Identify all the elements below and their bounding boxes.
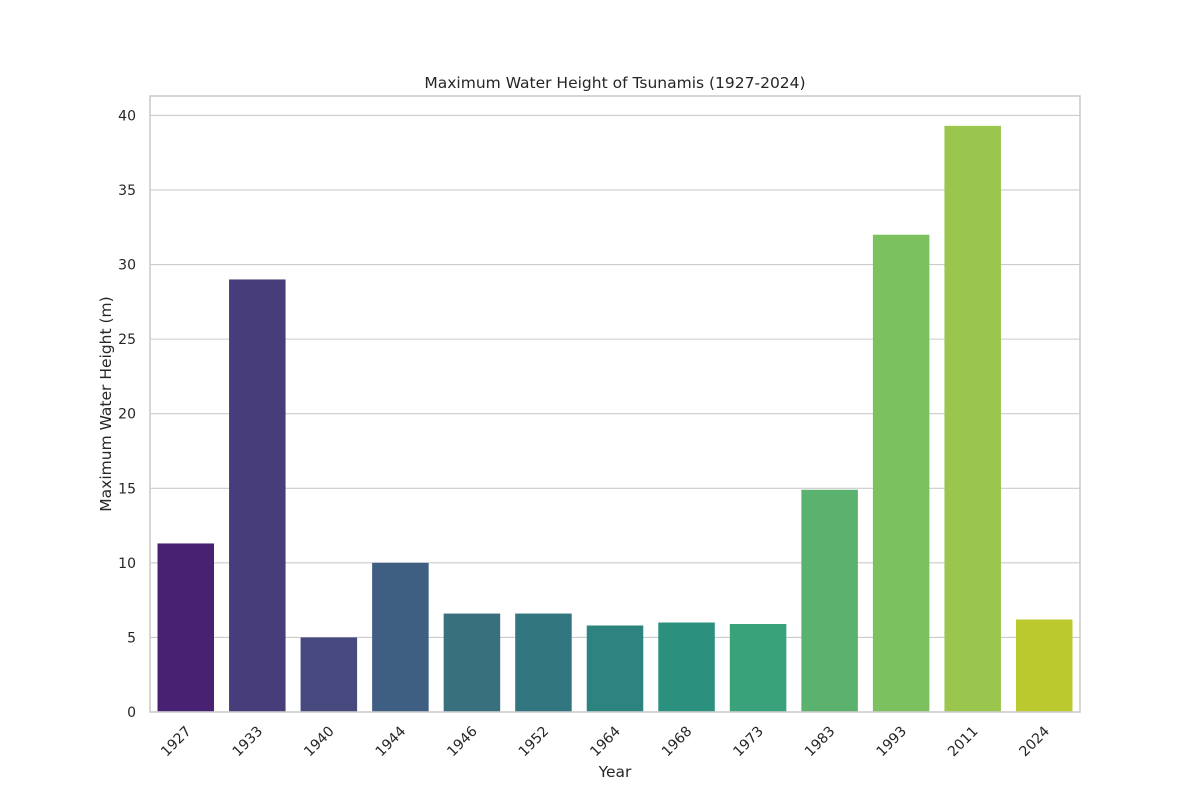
x-tick-label: 1946: [444, 723, 481, 760]
y-axis-title: Maximum Water Height (m): [97, 296, 115, 511]
x-tick-label: 1952: [516, 724, 553, 761]
bar-1933: [229, 279, 286, 712]
x-tick-label: 2024: [1017, 723, 1054, 760]
x-tick-label: 1973: [730, 724, 767, 761]
y-tick-label: 10: [118, 556, 136, 572]
bar-1952: [515, 613, 572, 712]
x-tick-label: 1933: [230, 724, 267, 761]
y-tick-label: 15: [118, 481, 136, 497]
y-tick-label: 0: [127, 705, 136, 721]
x-tick-labels: 1927 1933 1940 1944 1946 1952 1964 1968 1973 1983…: [158, 723, 1053, 760]
y-tick-label: 20: [118, 407, 136, 423]
chart-title: Maximum Water Height of Tsunamis (1927-2…: [424, 74, 805, 92]
y-tick-label: 5: [127, 630, 136, 646]
bar-1968: [658, 622, 715, 712]
x-tick-label: 1944: [373, 723, 410, 760]
bar-1964: [586, 625, 644, 712]
grid-lines: [150, 114, 1080, 713]
y-tick-label: 25: [118, 332, 136, 348]
bar-1946: [443, 613, 501, 712]
x-tick-label: 2011: [945, 724, 982, 761]
bar-1993: [872, 234, 930, 713]
y-tick-labels: 0 5 10 15 20 25 30 35 40: [118, 108, 136, 721]
bars: [157, 125, 1073, 713]
bar-2024: [1015, 619, 1073, 712]
x-axis-title: Year: [598, 763, 632, 781]
x-tick-label: 1968: [659, 724, 696, 761]
bar-2011: [944, 125, 1001, 712]
bar-1927: [157, 543, 215, 712]
x-tick-label: 1964: [587, 723, 624, 760]
x-tick-label: 1940: [301, 724, 338, 761]
y-tick-label: 30: [118, 258, 136, 274]
plot-frame: [149, 95, 1081, 713]
bar-1944: [372, 562, 429, 712]
x-tick-label: 1983: [802, 724, 839, 761]
bar-1973: [729, 624, 787, 712]
x-tick-label: 1927: [158, 724, 195, 761]
x-tick-label: 1993: [873, 724, 910, 761]
bar-1940: [300, 637, 358, 712]
bar-1983: [801, 489, 858, 712]
y-tick-label: 35: [118, 183, 136, 199]
y-tick-label: 40: [118, 108, 136, 124]
